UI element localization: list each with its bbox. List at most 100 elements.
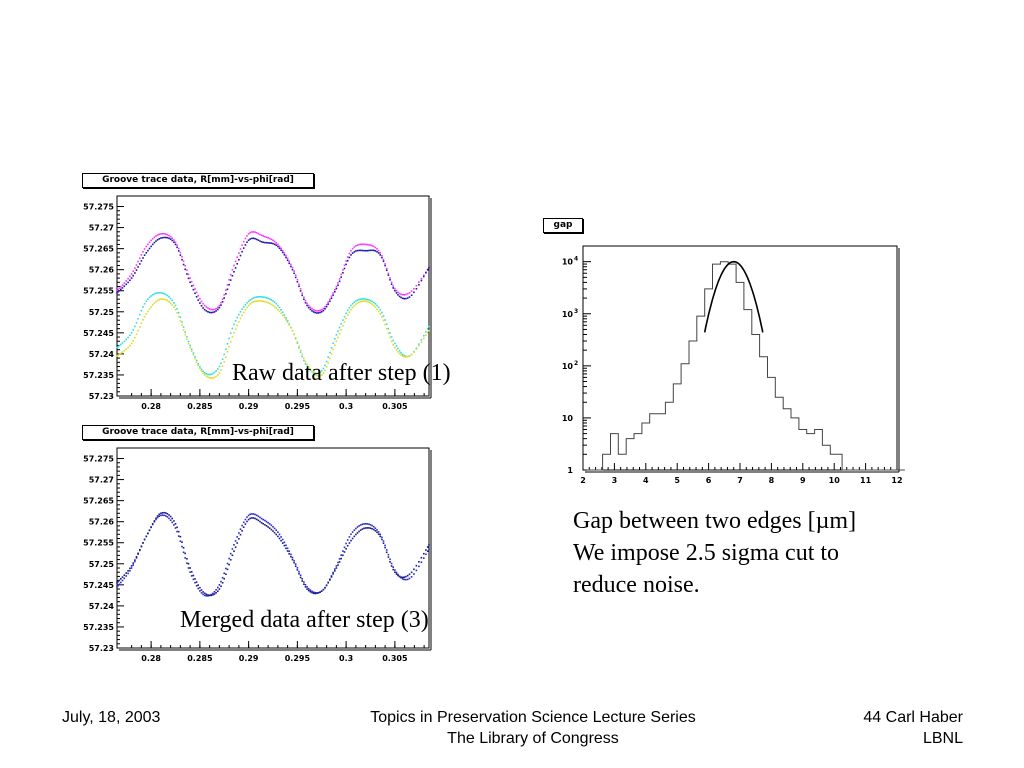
data-point	[400, 293, 402, 296]
data-point	[205, 593, 208, 596]
data-point	[387, 556, 390, 558]
data-point	[298, 345, 300, 347]
data-point	[169, 302, 172, 304]
data-point	[236, 263, 238, 265]
data-point	[382, 258, 385, 261]
data-point	[359, 243, 362, 246]
data-point	[355, 527, 357, 530]
data-point	[423, 275, 425, 278]
data-point	[246, 306, 248, 309]
data-point	[425, 334, 427, 337]
data-point	[246, 235, 248, 237]
data-point	[205, 306, 208, 308]
data-point	[309, 369, 312, 372]
data-point	[325, 366, 328, 368]
data-point	[330, 297, 333, 299]
data-point	[337, 564, 339, 566]
data-point	[392, 566, 394, 568]
data-point	[314, 372, 316, 375]
data-point	[199, 586, 201, 589]
data-point	[120, 286, 122, 288]
data-point	[361, 528, 364, 530]
data-point	[314, 311, 316, 314]
data-point	[238, 321, 240, 323]
data-point	[320, 311, 323, 313]
data-point	[217, 374, 219, 376]
data-point	[382, 540, 385, 542]
data-point	[260, 296, 263, 298]
data-point	[220, 580, 222, 583]
data-point	[195, 361, 198, 363]
data-point	[155, 240, 157, 242]
data-point	[304, 299, 307, 302]
data-point	[381, 311, 383, 314]
data-point	[264, 296, 266, 299]
data-point	[408, 577, 411, 580]
data-point	[208, 308, 211, 310]
data-point	[187, 562, 190, 565]
data-point	[272, 300, 274, 302]
data-point	[385, 267, 388, 270]
data-point	[252, 513, 255, 515]
data-point	[281, 314, 284, 317]
data-point	[195, 581, 198, 583]
data-point	[338, 280, 341, 283]
data-point	[351, 302, 354, 305]
data-point	[363, 523, 365, 525]
data-point	[273, 531, 276, 534]
data-point	[210, 594, 212, 597]
data-point	[202, 302, 204, 305]
data-point	[314, 309, 316, 312]
data-point	[420, 561, 423, 563]
x-tick-label: 0.305	[382, 402, 408, 410]
data-point	[350, 249, 352, 252]
data-point	[278, 310, 281, 313]
data-point	[265, 301, 268, 303]
data-point	[255, 300, 258, 302]
data-point	[117, 354, 119, 356]
data-point	[147, 243, 149, 246]
data-point	[355, 303, 357, 306]
data-point	[296, 341, 299, 343]
data-point	[129, 570, 131, 572]
data-point	[179, 535, 182, 538]
data-point	[252, 297, 255, 299]
series-1-points	[116, 511, 430, 597]
data-point	[314, 373, 316, 376]
data-point	[190, 350, 193, 352]
data-point	[169, 297, 172, 300]
data-point	[118, 344, 121, 347]
data-point	[140, 545, 143, 547]
data-point	[401, 353, 404, 356]
data-point	[166, 299, 169, 302]
data-point	[353, 301, 356, 303]
data-point	[187, 277, 190, 280]
data-point	[319, 591, 321, 593]
data-point	[291, 329, 294, 332]
data-point	[320, 374, 323, 376]
data-point	[405, 293, 407, 296]
data-point	[390, 281, 393, 284]
data-point	[165, 515, 167, 517]
data-point	[381, 256, 383, 259]
data-point	[311, 310, 313, 312]
data-point	[244, 237, 247, 240]
data-point	[200, 368, 203, 371]
data-point	[283, 254, 286, 256]
y-tick-label: 57.255	[83, 287, 114, 296]
data-point	[374, 527, 377, 529]
data-point	[298, 285, 300, 288]
data-point	[259, 233, 261, 236]
x-tick-label: 9	[800, 476, 806, 485]
data-point	[413, 287, 415, 290]
data-point	[268, 298, 271, 300]
data-point	[390, 340, 393, 343]
data-point	[192, 574, 195, 577]
data-point	[207, 373, 209, 376]
data-point	[220, 369, 222, 371]
data-point	[277, 531, 279, 533]
data-point	[117, 291, 119, 293]
data-point	[338, 332, 341, 335]
data-point	[325, 305, 328, 308]
data-point	[195, 585, 198, 587]
